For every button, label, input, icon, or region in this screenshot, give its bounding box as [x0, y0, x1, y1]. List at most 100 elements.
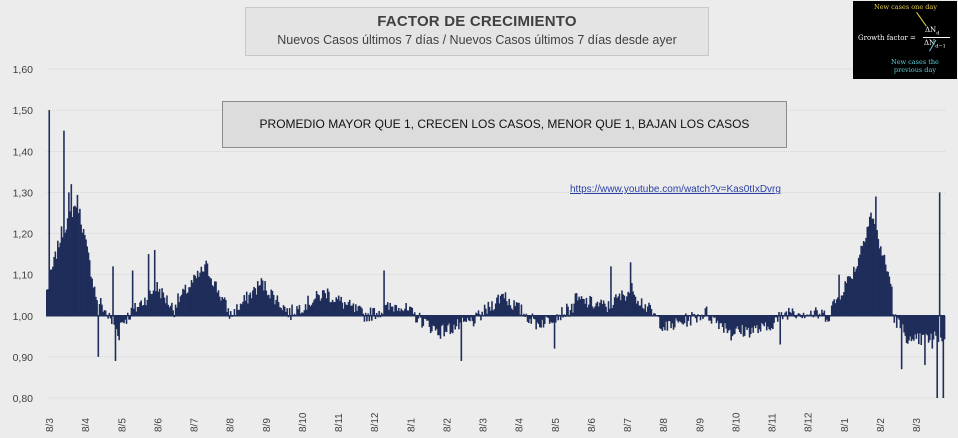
data-bar [681, 315, 683, 324]
data-bar [164, 303, 167, 316]
data-bar [85, 239, 87, 316]
data-bar [374, 315, 377, 320]
data-bar [764, 315, 767, 323]
data-bar [185, 293, 188, 316]
data-bar [557, 315, 560, 321]
data-bar [775, 315, 778, 318]
data-bar [144, 297, 146, 316]
data-bar [366, 315, 368, 322]
data-bar [328, 291, 330, 316]
data-bar [92, 287, 95, 316]
data-bar [252, 290, 254, 316]
data-bar [141, 305, 144, 316]
data-bar [160, 298, 162, 316]
data-bar [488, 306, 491, 316]
data-bar [475, 312, 477, 316]
data-bar [689, 315, 692, 326]
data-bar [406, 310, 409, 316]
data-bar [886, 271, 888, 316]
data-bar [751, 315, 753, 328]
data-bar [122, 315, 124, 323]
data-bar [691, 312, 693, 316]
x-axis-ticks: 8/3 8/4 8/5 8/6 8/7 8/8 8/9 8/10 8/11 8/12 8/1 8/2 8… [45, 412, 923, 432]
x-tick-label: 8/4 [81, 418, 92, 432]
data-bar [676, 315, 678, 321]
data-bar [721, 315, 724, 327]
data-bar [552, 315, 555, 323]
data-bar [54, 251, 57, 316]
data-bar [731, 315, 734, 337]
data-bar [795, 315, 797, 319]
data-bar [437, 315, 439, 336]
data-bar [302, 312, 304, 316]
data-bar [129, 315, 131, 320]
data-bar [589, 295, 591, 316]
data-bar [263, 290, 265, 316]
data-bar [253, 286, 255, 316]
data-bar [359, 306, 362, 316]
data-bar [830, 305, 833, 316]
data-bar [790, 313, 793, 316]
data-bar [450, 315, 453, 333]
data-bar [844, 281, 847, 316]
data-bar [306, 309, 308, 316]
data-bar [126, 312, 129, 316]
data-bar [248, 294, 250, 316]
data-bar [513, 300, 515, 316]
data-bar [508, 298, 510, 316]
data-bar [79, 208, 81, 316]
data-bar [434, 315, 437, 331]
data-bar [724, 315, 726, 324]
data-bar [152, 290, 155, 316]
y-tick-label: 1,40 [13, 146, 34, 158]
data-bar [135, 311, 138, 316]
data-bar [180, 294, 183, 316]
data-bar [933, 315, 936, 332]
data-bar [156, 282, 158, 316]
data-bar [605, 306, 607, 316]
data-bar [313, 299, 315, 316]
x-tick-label: 8/7 [190, 418, 201, 432]
data-bar [269, 298, 271, 316]
data-bar [580, 296, 583, 316]
data-bar [520, 304, 523, 316]
data-bar [876, 230, 878, 316]
youtube-link[interactable]: https://www.youtube.com/watch?v=Kas0tIxD… [570, 184, 781, 195]
data-bar [429, 315, 432, 334]
data-bar [456, 315, 459, 320]
formula-top-label: New cases one day [874, 3, 937, 11]
data-bar [75, 207, 78, 316]
data-bar [621, 290, 623, 316]
data-bar [579, 299, 582, 316]
data-bar [395, 305, 398, 316]
data-bar [650, 308, 653, 316]
data-bar [296, 306, 298, 316]
data-bar [747, 315, 750, 328]
data-bar [464, 315, 466, 321]
data-bar [835, 299, 838, 316]
data-bar [288, 308, 291, 316]
data-bar [57, 240, 59, 316]
data-bar [769, 315, 772, 331]
data-bar [405, 303, 407, 316]
data-bar [439, 315, 442, 339]
data-bar [548, 315, 551, 324]
data-bar [324, 293, 326, 316]
data-bar [371, 315, 373, 321]
data-bar [293, 313, 296, 316]
data-bar [838, 274, 840, 316]
data-bar [301, 312, 303, 316]
data-bar [911, 315, 914, 340]
data-bar [270, 289, 273, 316]
data-bar [898, 315, 900, 320]
data-bar [71, 217, 74, 316]
data-bar [635, 303, 638, 316]
data-bar [223, 297, 226, 316]
data-bar [200, 266, 203, 316]
data-bar [822, 312, 824, 316]
y-tick-label: 1,30 [13, 187, 34, 199]
data-bar [600, 299, 602, 316]
data-bar [909, 315, 912, 337]
data-bar [802, 312, 805, 316]
y-tick-label: 1,50 [13, 105, 34, 117]
